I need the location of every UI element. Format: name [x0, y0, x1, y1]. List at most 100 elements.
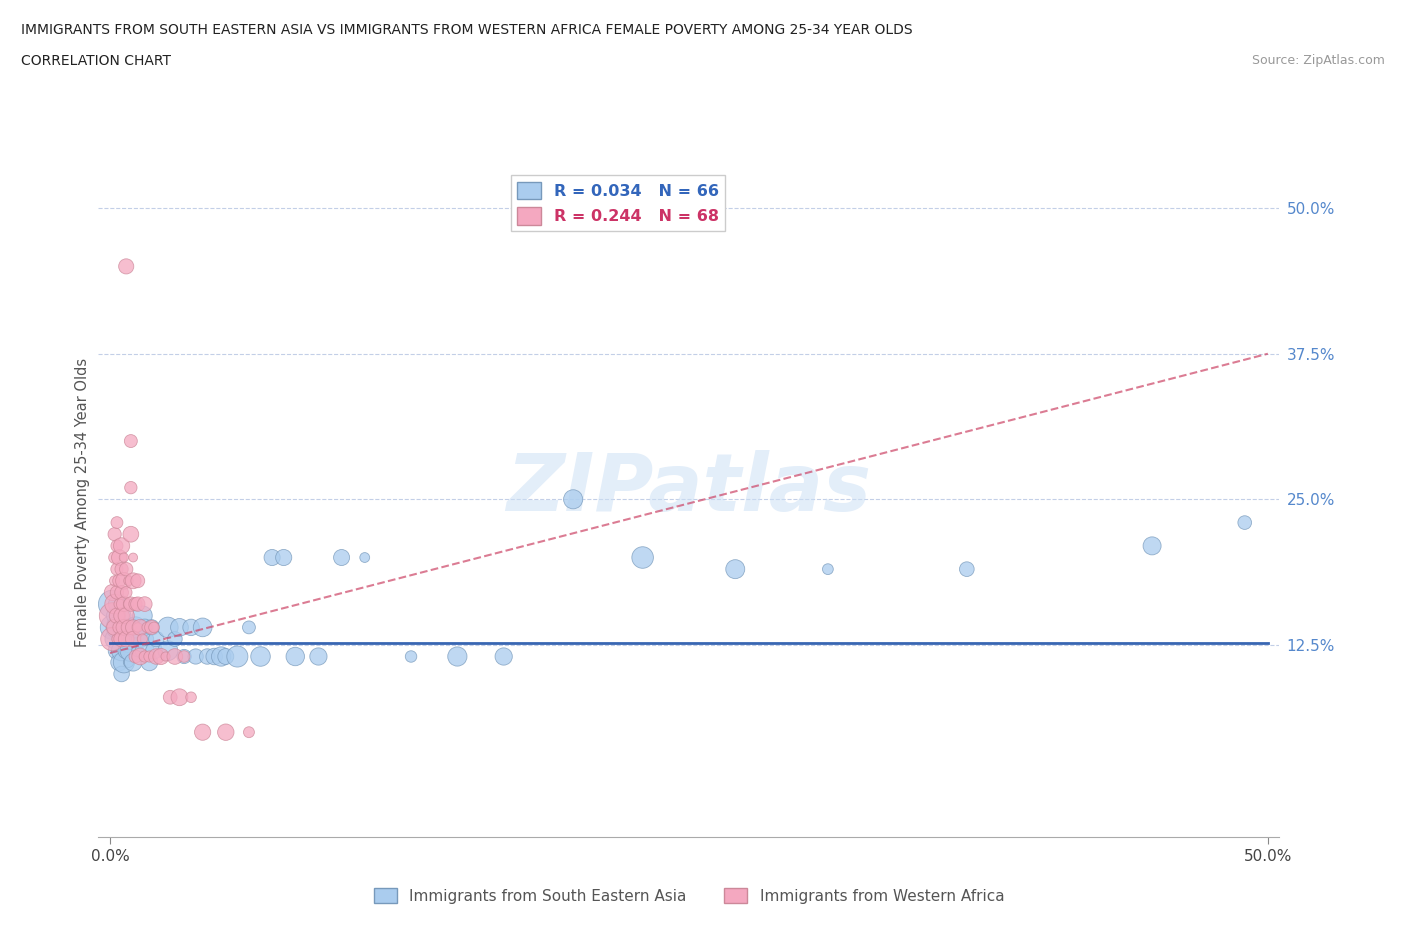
Point: [110, 562, 132, 577]
Point: [129, 631, 152, 646]
Point: [238, 724, 260, 739]
Point: [108, 574, 131, 589]
Point: [136, 631, 159, 646]
Point: [284, 649, 307, 664]
Point: [149, 649, 172, 664]
Point: [112, 608, 135, 623]
Point: [110, 608, 132, 623]
Point: [127, 597, 149, 612]
Point: [195, 649, 218, 664]
Point: [105, 608, 128, 623]
Point: [226, 649, 249, 664]
Point: [173, 649, 195, 664]
Point: [110, 667, 132, 682]
Point: [138, 649, 160, 664]
Point: [120, 480, 142, 495]
Point: [145, 631, 167, 646]
Point: [120, 597, 142, 612]
Point: [169, 690, 191, 705]
Point: [399, 649, 422, 664]
Point: [209, 649, 232, 664]
Point: [631, 550, 654, 565]
Point: [108, 597, 131, 612]
Point: [105, 562, 128, 577]
Point: [122, 550, 145, 565]
Point: [105, 538, 128, 553]
Point: [191, 620, 214, 635]
Point: [180, 620, 202, 635]
Point: [173, 649, 195, 664]
Point: [110, 620, 132, 635]
Point: [273, 550, 295, 565]
Text: Source: ZipAtlas.com: Source: ZipAtlas.com: [1251, 54, 1385, 67]
Point: [120, 526, 142, 541]
Text: ZIPatlas: ZIPatlas: [506, 450, 872, 528]
Point: [215, 724, 238, 739]
Point: [956, 562, 979, 577]
Point: [112, 550, 135, 565]
Point: [105, 585, 128, 600]
Legend: Immigrants from South Eastern Asia, Immigrants from Western Africa: Immigrants from South Eastern Asia, Immi…: [367, 882, 1011, 910]
Point: [330, 550, 353, 565]
Point: [184, 649, 207, 664]
Point: [104, 597, 127, 612]
Point: [115, 631, 138, 646]
Point: [104, 574, 127, 589]
Point: [117, 574, 139, 589]
Point: [180, 690, 202, 705]
Point: [562, 492, 585, 507]
Point: [104, 526, 127, 541]
Point: [101, 631, 124, 646]
Point: [105, 644, 128, 658]
Point: [117, 655, 139, 670]
Point: [115, 562, 138, 577]
Point: [155, 649, 177, 664]
Point: [129, 620, 152, 635]
Point: [108, 550, 131, 565]
Point: [117, 597, 139, 612]
Point: [105, 631, 128, 646]
Point: [108, 631, 131, 646]
Point: [249, 649, 271, 664]
Point: [122, 631, 145, 646]
Point: [105, 620, 128, 635]
Point: [124, 649, 146, 664]
Point: [110, 644, 132, 658]
Text: IMMIGRANTS FROM SOUTH EASTERN ASIA VS IMMIGRANTS FROM WESTERN AFRICA FEMALE POVE: IMMIGRANTS FROM SOUTH EASTERN ASIA VS IM…: [21, 23, 912, 37]
Point: [145, 649, 167, 664]
Point: [115, 585, 138, 600]
Point: [115, 608, 138, 623]
Point: [138, 655, 160, 670]
Point: [817, 562, 839, 577]
Point: [127, 644, 149, 658]
Point: [1140, 538, 1163, 553]
Point: [120, 644, 142, 658]
Point: [105, 597, 128, 612]
Point: [136, 620, 159, 635]
Point: [156, 644, 179, 658]
Point: [127, 574, 149, 589]
Point: [122, 655, 145, 670]
Point: [131, 608, 153, 623]
Point: [202, 649, 225, 664]
Point: [112, 597, 135, 612]
Point: [122, 620, 145, 635]
Point: [134, 649, 156, 664]
Point: [104, 608, 127, 623]
Point: [163, 649, 186, 664]
Point: [120, 433, 142, 448]
Text: CORRELATION CHART: CORRELATION CHART: [21, 54, 172, 68]
Point: [141, 620, 163, 635]
Point: [105, 515, 128, 530]
Point: [134, 644, 156, 658]
Point: [122, 631, 145, 646]
Point: [104, 620, 127, 635]
Point: [131, 631, 153, 646]
Point: [108, 620, 131, 635]
Point: [124, 597, 146, 612]
Point: [110, 538, 132, 553]
Point: [134, 597, 156, 612]
Point: [169, 620, 191, 635]
Point: [446, 649, 468, 664]
Point: [110, 631, 132, 646]
